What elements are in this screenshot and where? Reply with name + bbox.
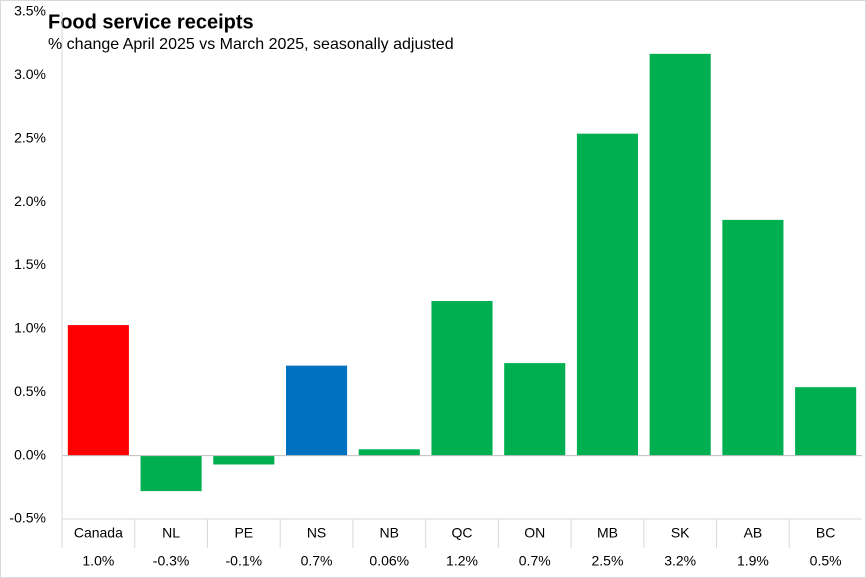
bar	[504, 363, 566, 456]
bar	[649, 53, 711, 456]
x-tick-label: MB	[597, 525, 618, 541]
value-label: 0.5%	[810, 553, 842, 569]
value-label: 0.06%	[369, 553, 409, 569]
y-tick-label: 0.5%	[14, 383, 46, 399]
x-tick-label: NS	[307, 525, 326, 541]
x-tick-label: AB	[744, 525, 763, 541]
x-tick-label: PE	[234, 525, 253, 541]
value-label: -0.1%	[226, 553, 263, 569]
y-tick-label: 2.0%	[14, 193, 46, 209]
value-label: 0.7%	[519, 553, 551, 569]
y-tick-label: 1.5%	[14, 256, 46, 272]
value-label: 1.9%	[737, 553, 769, 569]
y-tick-label: 3.0%	[14, 66, 46, 82]
x-tick-label: ON	[524, 525, 545, 541]
value-label: 1.2%	[446, 553, 478, 569]
chart-subtitle: % change April 2025 vs March 2025, seaso…	[48, 36, 454, 53]
y-tick-label: 1.0%	[14, 320, 46, 336]
bar	[140, 455, 202, 492]
bar	[286, 365, 348, 456]
value-label: -0.3%	[153, 553, 190, 569]
bar	[431, 300, 493, 456]
value-label: 0.7%	[301, 553, 333, 569]
x-tick-label: QC	[452, 525, 473, 541]
bar	[358, 449, 420, 456]
value-label: 3.2%	[664, 553, 696, 569]
x-tick-label: Canada	[74, 525, 123, 541]
chart-title: Food service receipts	[48, 11, 254, 33]
y-tick-label: 3.5%	[14, 3, 46, 19]
x-tick-label: SK	[671, 525, 690, 541]
y-tick-label: -0.5%	[9, 510, 46, 526]
bar	[213, 455, 275, 465]
value-label: 1.0%	[82, 553, 114, 569]
x-tick-label: NL	[162, 525, 180, 541]
x-tick-label: BC	[816, 525, 835, 541]
value-label: 2.5%	[591, 553, 623, 569]
bar	[722, 219, 784, 456]
bar	[67, 325, 129, 456]
bar	[795, 387, 857, 456]
x-tick-label: NB	[380, 525, 399, 541]
y-tick-label: 0.0%	[14, 446, 46, 462]
bar	[576, 133, 638, 456]
y-tick-label: 2.5%	[14, 129, 46, 145]
